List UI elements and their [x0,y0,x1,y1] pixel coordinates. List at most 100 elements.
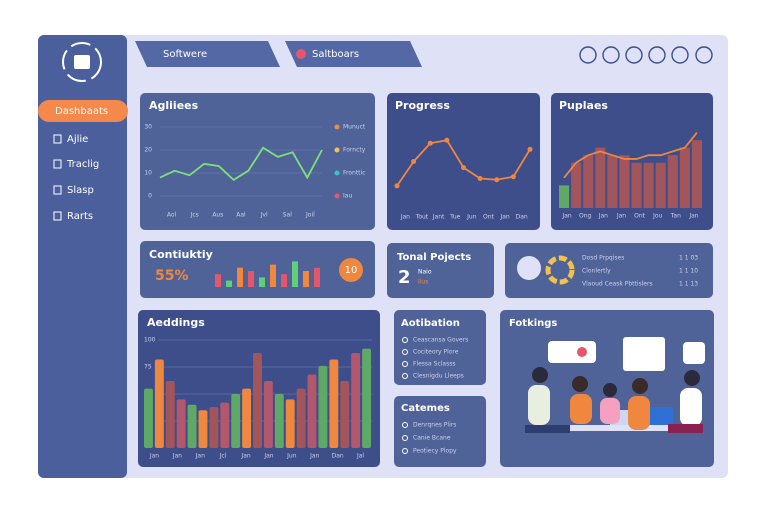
point [510,174,516,180]
person [684,370,700,386]
bar [242,388,252,448]
avatar [517,256,541,280]
bar [340,381,350,448]
x-tick-label: Jou [652,213,662,220]
bar [607,155,618,208]
person [632,378,648,394]
card-title: Aeddings [147,316,205,329]
person [525,425,570,433]
check [402,337,408,343]
list-item: Flessa Sclasss [413,361,455,368]
summary-cell: 1 1 13 [679,281,698,288]
x-tick-label: Jan [688,213,698,220]
list-item: Cociteory Plore [413,349,459,356]
check [402,361,408,367]
icon[interactable] [602,46,620,64]
bar [215,274,221,287]
legend-dot [334,124,340,130]
y-tick-label: 100 [144,337,156,344]
bar [154,359,164,448]
y-tick-label: 0 [148,193,152,200]
bar [691,140,702,208]
tab-label: Saltboars [312,49,359,60]
list-item: Ceascansa Govers [413,337,468,344]
x-tick-label: Jan [172,453,182,460]
nav-item[interactable]: Rarts [67,211,93,222]
bar [231,394,241,448]
tab[interactable] [135,41,280,67]
legend-label: Forncty [343,147,366,154]
logo [62,42,102,82]
bar [226,280,232,287]
check [402,448,408,454]
nav-item[interactable]: Slasp [67,185,94,196]
card-title: Catemes [401,403,450,414]
bar [209,406,219,448]
nav-active[interactable] [38,100,128,122]
card [505,243,713,298]
x-tick-label: Joil [305,212,315,219]
bar [176,399,186,448]
nav-icon [53,134,62,144]
x-tick-label: Jun [466,214,477,221]
summary-cell: Clonlertly [582,268,611,275]
x-tick-label: Tue [449,214,461,221]
point [477,176,483,182]
y-tick-label: 75 [144,364,152,371]
bar [165,381,175,448]
x-tick-label: Dan [516,214,528,221]
point [527,146,533,152]
person [600,398,620,424]
bar [198,410,208,448]
nav-item[interactable]: Traclig [66,159,99,170]
x-tick-label: Aus [212,212,223,219]
bubble [683,342,705,364]
y-tick-label: 30 [144,124,152,131]
person [572,376,588,392]
legend-label: Fronttic [343,170,366,177]
bar [270,264,276,287]
bar [281,274,287,287]
line [159,146,323,182]
badge [339,258,363,282]
summary-cell: Vlaoud Ceask Pbttislers [582,281,653,288]
bubble [548,341,596,363]
tab-icon [296,49,306,59]
legend-dot [334,147,340,153]
list-item: Clesnigdu Lleeps [413,373,464,380]
card-title: Progress [395,99,450,112]
bar [259,277,265,287]
donut [545,255,575,285]
icon[interactable] [648,46,666,64]
bar [274,394,284,448]
person [680,388,702,426]
bar [237,267,243,287]
x-tick-label: Jan [263,453,273,460]
tab[interactable] [285,41,422,67]
list-item: Denrqnes Plirs [413,422,456,429]
kpi: 2 [398,267,411,288]
bar [595,147,606,208]
x-tick-label: Jan [499,214,509,221]
point [411,159,417,164]
x-tick-label: Jal [356,453,364,460]
bar [619,155,630,208]
icon[interactable] [671,46,689,64]
summary-cell: 1 1 10 [679,268,698,275]
icon[interactable] [579,46,597,64]
legend-label: Iau [343,193,352,200]
point [444,137,450,143]
nav-icon [53,159,62,169]
nav-item[interactable]: Ajlie [67,134,88,145]
icon[interactable] [695,46,713,64]
bar [329,359,339,448]
nav-item[interactable]: Dashbaats [55,106,108,117]
summary-cell: 1 1 03 [679,255,698,262]
bubble [623,337,665,371]
check [402,422,408,428]
x-tick-label: Jan [598,213,608,220]
card [394,396,486,467]
icon[interactable] [625,46,643,64]
point [394,183,400,189]
point [461,165,466,171]
